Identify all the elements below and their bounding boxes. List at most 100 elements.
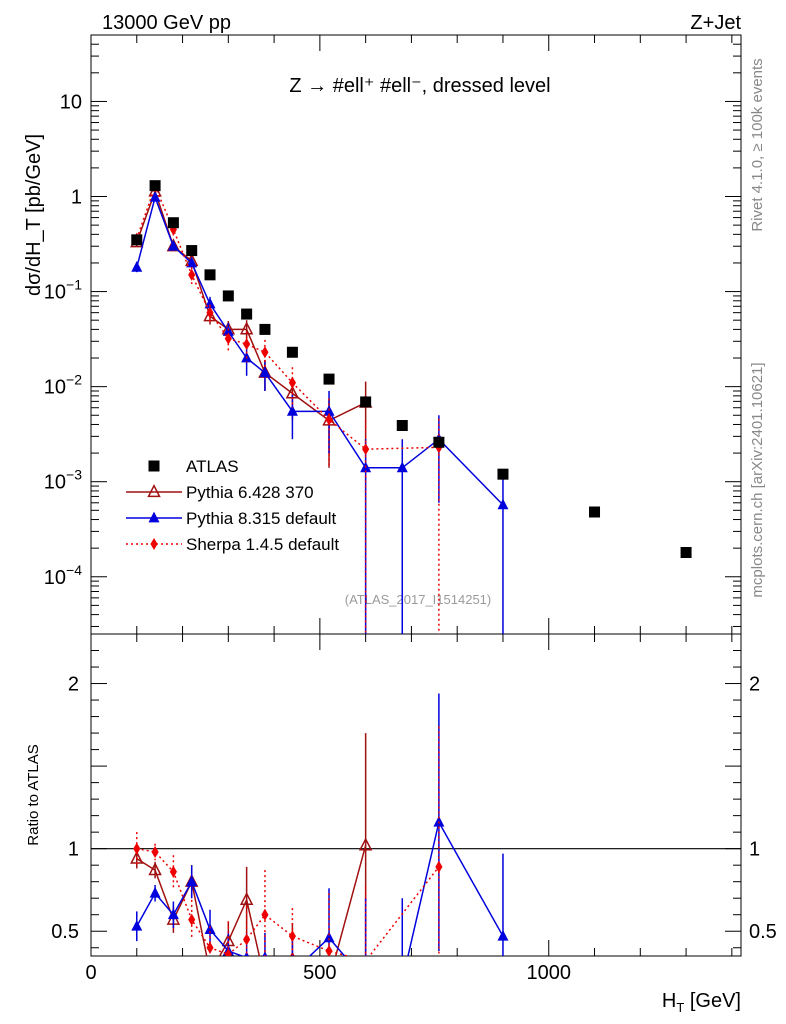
pythia6-point xyxy=(239,891,254,906)
pythia8-point xyxy=(167,239,179,251)
sherpa-point xyxy=(261,908,269,921)
sherpa-point xyxy=(188,268,196,281)
atlas-point xyxy=(286,346,298,358)
pythia8-point xyxy=(397,974,408,985)
sherpa-point xyxy=(288,376,296,389)
pythia8-point xyxy=(259,366,271,378)
sherpa-point xyxy=(365,954,367,956)
y-tick-label: 10 xyxy=(60,91,82,113)
x-tick-label: 0 xyxy=(85,962,96,984)
rivet-label: Rivet 4.1.0, ≥ 100k events xyxy=(749,58,766,231)
pythia8-point xyxy=(286,404,298,416)
header-left: 13000 GeV pp xyxy=(102,12,231,34)
ratio-tick-label-left: 2 xyxy=(68,674,79,696)
legend: ATLAS Pythia 6.428 370 Pythia 8.315 defaul… xyxy=(126,457,339,554)
atlas-point xyxy=(396,420,408,432)
sherpa-point xyxy=(325,413,333,426)
legend-label-pythia-6-428-370: Pythia 6.428 370 xyxy=(186,483,314,502)
y-tick-label: 10−2 xyxy=(44,372,82,399)
pythia8-point xyxy=(167,908,179,920)
sherpa-point xyxy=(150,537,158,551)
ratio-plot-frame xyxy=(90,633,742,957)
main-axis-ticks: 10 1 10−1 10−2 10−3 10−4 xyxy=(44,34,741,627)
pythia8-point xyxy=(396,461,408,473)
legend-label-sherpa-1-4-5-default: Sherpa 1.4.5 default xyxy=(186,535,339,554)
pythia6-point xyxy=(259,974,270,985)
pythia6-point xyxy=(205,966,216,977)
pythia8-point xyxy=(204,923,216,934)
atlas-point xyxy=(589,506,601,518)
atlas-point xyxy=(360,396,372,408)
plot-title: Z → #ell⁺ #ell⁻, dressed level xyxy=(289,75,550,97)
ratio-tick-label-left: 0.5 xyxy=(51,921,79,943)
mcplots-label: mcplots.cern.ch [arXiv:2401.10621] xyxy=(749,362,766,597)
pythia8-point xyxy=(360,974,371,985)
atlas-point xyxy=(497,468,509,480)
atlas-point xyxy=(222,290,234,302)
sherpa-point xyxy=(435,860,443,873)
x-tick-label: 500 xyxy=(303,962,336,984)
pythia8-point xyxy=(497,498,509,510)
pythia8-point xyxy=(497,929,509,941)
pythia8-point xyxy=(287,966,298,977)
pythia8-point xyxy=(131,260,143,272)
sherpa-1-4-5-default-line xyxy=(136,184,439,450)
pythia-8-315-default-ratio-line xyxy=(136,820,504,956)
pythia8-point xyxy=(186,875,198,887)
sherpa-1-4-5-default-ratio-line xyxy=(136,847,440,956)
ratio-tick-label-right: 0.5 xyxy=(749,921,777,943)
header-right: Z+Jet xyxy=(690,12,741,34)
atlas-point xyxy=(241,308,253,320)
pythia8-point xyxy=(149,886,161,898)
sherpa-point xyxy=(243,933,251,946)
atlas-point xyxy=(131,234,143,246)
sherpa-point xyxy=(325,944,333,956)
pythia6-point xyxy=(239,321,254,335)
y-tick-label: 10−3 xyxy=(44,467,82,494)
sherpa-point xyxy=(243,338,251,351)
sherpa-point xyxy=(224,948,232,956)
y-tick-label: 1 xyxy=(71,187,82,209)
pythia8-point xyxy=(149,191,161,202)
y-tick-label: 10−1 xyxy=(44,277,82,304)
ratio-axis-ticks: 0.5 0.5 1 1 2 2 xyxy=(51,633,777,949)
x-axis-label: HT [GeV] xyxy=(662,990,741,1015)
pythia8-point xyxy=(222,325,234,336)
analysis-tag: (ATLAS_2017_I1514251) xyxy=(345,592,491,607)
atlas-point xyxy=(149,180,161,192)
x-tick-label: 1000 xyxy=(526,962,571,984)
ratio-tick-label-left: 1 xyxy=(68,839,79,861)
atlas-point xyxy=(680,546,692,558)
atlas-point xyxy=(323,373,335,385)
sherpa-point xyxy=(151,845,159,859)
y-axis-label-ratio: Ratio to ATLAS xyxy=(25,744,42,845)
sherpa-point xyxy=(224,332,232,345)
ratio-tick-label-right: 2 xyxy=(749,674,760,696)
sherpa-point xyxy=(288,930,296,943)
pythia6-point xyxy=(148,862,162,876)
sherpa-point xyxy=(206,306,214,319)
y-axis-label-main: dσ/dH_T [pb/GeV] xyxy=(23,134,45,296)
atlas-point xyxy=(148,460,160,472)
pythia8-point xyxy=(433,815,445,827)
pythia8-point xyxy=(186,256,198,268)
ratio-tick-label-right: 1 xyxy=(749,839,760,861)
pythia8-point xyxy=(323,931,335,943)
atlas-point xyxy=(433,436,445,448)
sherpa-point xyxy=(206,941,214,954)
sherpa-point xyxy=(169,865,177,878)
pythia8-point xyxy=(148,511,160,523)
pythia8-point xyxy=(131,919,143,931)
sherpa-point xyxy=(362,443,370,456)
sherpa-point xyxy=(261,346,269,359)
pythia8-point xyxy=(262,951,268,956)
sherpa-point xyxy=(188,913,196,926)
atlas-point xyxy=(186,245,198,257)
atlas-point xyxy=(167,217,179,229)
ratio-data-layer xyxy=(130,693,509,985)
pythia8-point xyxy=(244,951,250,956)
atlas-point xyxy=(259,323,271,335)
pythia6-point xyxy=(358,837,373,851)
sherpa-point xyxy=(133,842,141,855)
